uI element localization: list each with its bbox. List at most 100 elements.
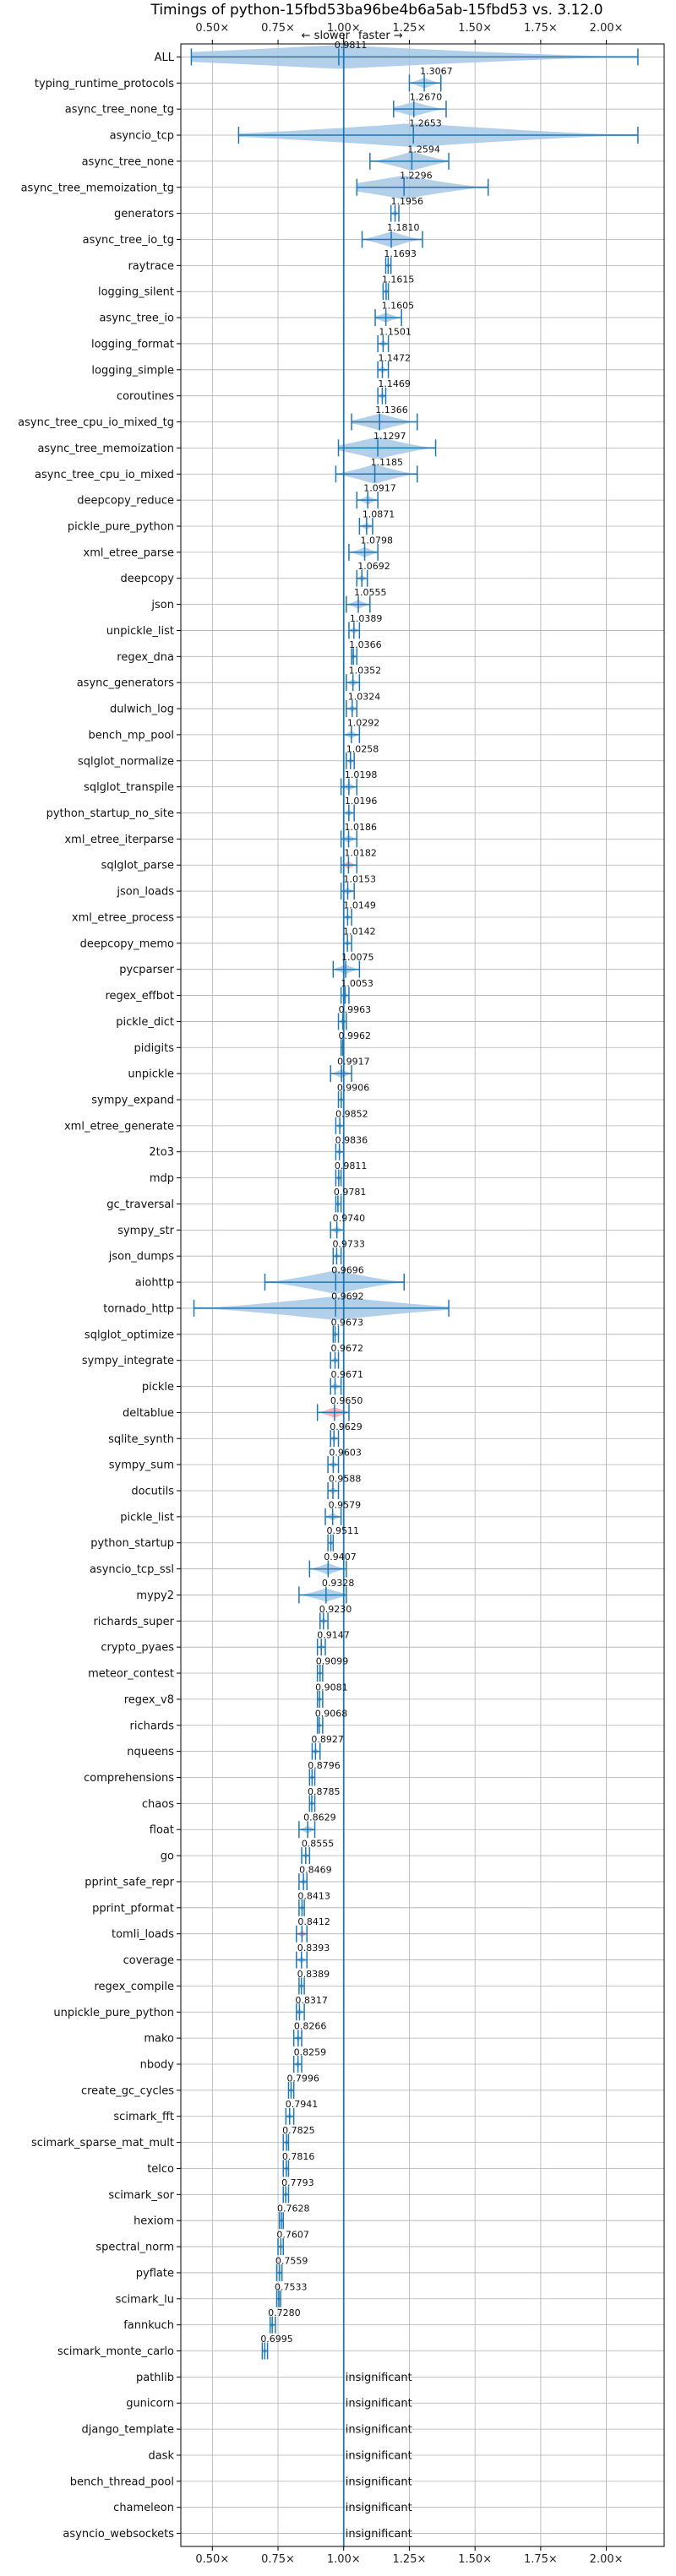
- category-label: mdp: [150, 1172, 174, 1185]
- category-label: sympy_expand: [91, 1095, 174, 1107]
- value-label: 1.1605: [382, 301, 415, 312]
- category-label: go: [161, 1850, 174, 1863]
- category-label: unpickle_pure_python: [53, 2007, 174, 2019]
- value-label: 1.2594: [407, 144, 439, 155]
- value-label: 0.9579: [329, 1499, 362, 1510]
- value-label: 0.9068: [315, 1708, 348, 1719]
- value-label: 0.7280: [268, 2307, 301, 2318]
- value-label: 1.0292: [347, 717, 380, 728]
- category-label: regex_compile: [94, 1981, 174, 1993]
- category-label: asyncio_websockets: [63, 2528, 174, 2541]
- category-label: gunicorn: [126, 2398, 174, 2410]
- value-label: 0.8259: [294, 2047, 327, 2058]
- category-label: sympy_integrate: [82, 1355, 174, 1367]
- category-label: scimark_sor: [108, 2189, 174, 2202]
- slower-direction-label: ← slower: [302, 30, 351, 42]
- x-tick-label-bottom: 0.75×: [261, 2553, 295, 2566]
- category-label: async_tree_memoization_tg: [21, 182, 174, 194]
- category-label: json: [150, 599, 174, 611]
- category-label: sqlglot_transpile: [84, 781, 174, 794]
- value-label: 0.9147: [317, 1630, 350, 1641]
- value-label: 1.1615: [382, 274, 415, 285]
- category-label: regex_effbot: [105, 990, 174, 1003]
- value-label: 0.9906: [337, 1083, 370, 1094]
- category-label: pycparser: [119, 964, 174, 976]
- value-label: 0.9511: [327, 1525, 360, 1536]
- value-label: 1.3067: [420, 66, 453, 77]
- x-tick-label-top: 2.00×: [590, 22, 624, 35]
- value-label: 0.8796: [308, 1760, 341, 1771]
- category-label: sqlglot_parse: [101, 860, 174, 872]
- insignificant-label: insignificant: [346, 2398, 412, 2410]
- category-label: aiohttp: [135, 1277, 174, 1290]
- x-tick-label-top: 1.50×: [458, 22, 492, 35]
- value-label: 0.7559: [275, 2255, 308, 2266]
- category-label: asyncio_tcp: [110, 130, 174, 143]
- value-label: 0.8629: [303, 1812, 336, 1823]
- value-label: 0.9781: [334, 1187, 367, 1198]
- category-label: typing_runtime_protocols: [35, 78, 174, 90]
- value-label: 0.9099: [316, 1656, 349, 1667]
- category-label: pickle_pure_python: [68, 520, 174, 533]
- category-label: coroutines: [117, 390, 174, 403]
- faster-direction-label: faster →: [358, 30, 403, 42]
- category-label: pickle_dict: [116, 1016, 174, 1029]
- category-label: deepcopy_reduce: [77, 495, 174, 508]
- category-label: async_tree_none_tg: [65, 104, 174, 117]
- category-label: dulwich_log: [110, 704, 174, 716]
- category-label: nbody: [140, 2059, 175, 2072]
- value-label: 0.8927: [311, 1734, 344, 1745]
- value-label: 0.7996: [286, 2073, 319, 2084]
- value-label: 0.8785: [308, 1786, 341, 1797]
- value-label: 1.0142: [343, 926, 376, 937]
- value-label: 0.9629: [330, 1421, 363, 1432]
- category-label: raytrace: [128, 260, 174, 273]
- value-label: 1.1366: [375, 405, 408, 416]
- category-label: async_tree_io: [99, 312, 174, 325]
- x-tick-label-top: 0.50×: [195, 22, 229, 35]
- value-label: 1.2296: [400, 170, 433, 181]
- value-label: 0.9740: [333, 1213, 366, 1224]
- category-label: deepcopy: [120, 573, 174, 585]
- value-label: 1.0182: [344, 848, 377, 859]
- category-label: xml_etree_generate: [64, 1120, 174, 1133]
- category-label: json_loads: [116, 886, 174, 899]
- value-label: 0.9811: [335, 1160, 368, 1171]
- x-tick-label-bottom: 0.50×: [195, 2553, 229, 2566]
- category-label: python_startup: [90, 1537, 174, 1550]
- category-label: django_template: [82, 2424, 174, 2437]
- category-label: docutils: [131, 1485, 174, 1497]
- category-label: sympy_sum: [109, 1459, 174, 1472]
- value-label: 0.8412: [297, 1916, 330, 1927]
- value-label: 0.8266: [294, 2021, 327, 2032]
- value-label: 0.9588: [329, 1473, 362, 1484]
- category-label: async_tree_memoization: [37, 443, 174, 455]
- category-label: dask: [148, 2449, 174, 2462]
- value-label: 1.0352: [349, 666, 382, 677]
- value-label: 0.9917: [337, 1057, 370, 1068]
- category-label: tornado_http: [103, 1302, 174, 1315]
- category-label: xml_etree_parse: [84, 546, 174, 559]
- value-label: 1.0075: [341, 952, 374, 963]
- category-label: async_tree_cpu_io_mixed_tg: [18, 416, 174, 429]
- x-tick-label-bottom: 1.75×: [524, 2553, 558, 2566]
- category-label: scimark_monte_carlo: [57, 2345, 174, 2358]
- value-label: 0.8389: [297, 1969, 330, 1980]
- category-label: xml_etree_process: [72, 911, 174, 924]
- category-label: python_startup_no_site: [46, 807, 174, 820]
- insignificant-label: insignificant: [346, 2475, 412, 2488]
- x-tick-label-top: 1.00×: [327, 22, 361, 35]
- category-label: regex_dna: [117, 651, 174, 664]
- value-label: 0.7793: [281, 2177, 314, 2188]
- category-label: regex_v8: [124, 1693, 174, 1706]
- value-label: 0.8469: [299, 1864, 332, 1875]
- labels-layer: 0.50× 0.50× 0.75× 0.75× 1.00× 1.00× 1.25× 1.25×…: [18, 22, 623, 2566]
- plot-frame: [180, 43, 665, 2547]
- value-label: 0.9603: [329, 1448, 362, 1459]
- category-label: pidigits: [134, 1042, 175, 1055]
- category-label: float: [150, 1824, 174, 1837]
- x-tick-label-top: 1.25×: [393, 22, 427, 35]
- category-label: deltablue: [123, 1407, 174, 1420]
- category-label: pickle: [142, 1381, 174, 1394]
- category-label: deepcopy_memo: [80, 937, 174, 950]
